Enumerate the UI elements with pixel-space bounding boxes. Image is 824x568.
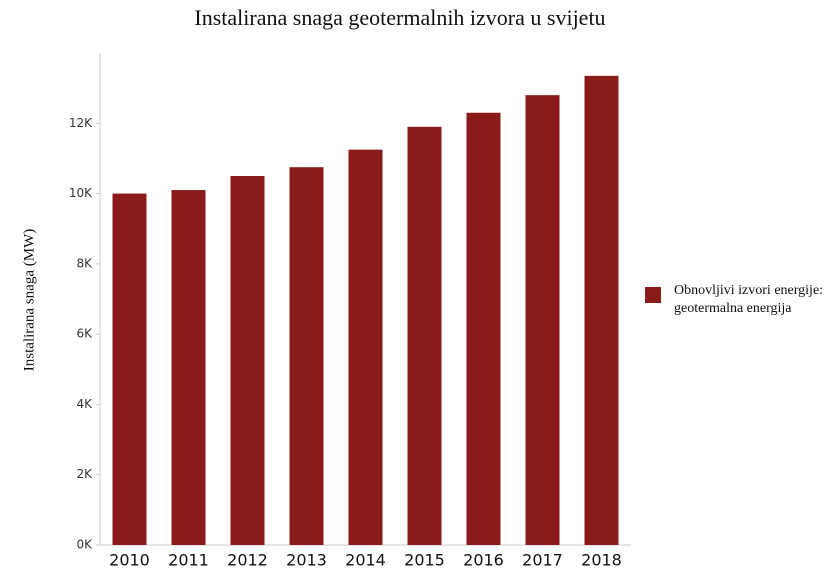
- legend-swatch: [645, 287, 661, 303]
- x-tick-label: 2010: [109, 551, 150, 568]
- x-tick-label: 2011: [168, 551, 209, 568]
- bar: [112, 193, 147, 546]
- y-tick-label: 0K: [76, 538, 93, 552]
- x-tick-label: 2017: [522, 551, 563, 568]
- x-tick-label: 2012: [227, 551, 268, 568]
- bar: [407, 126, 442, 546]
- bar: [466, 112, 501, 545]
- chart-title: Instalirana snaga geotermalnih izvora u …: [194, 5, 605, 30]
- x-tick-label: 2013: [286, 551, 327, 568]
- x-tick-label: 2014: [345, 551, 386, 568]
- y-tick-label: 12K: [69, 116, 93, 130]
- bar: [348, 149, 383, 545]
- bar: [525, 95, 560, 546]
- y-axis-label: Instalirana snaga (MW): [21, 229, 37, 371]
- bar: [171, 190, 206, 546]
- x-tick-label: 2016: [463, 551, 504, 568]
- bar: [289, 167, 324, 545]
- y-tick-label: 2K: [76, 467, 93, 481]
- bar: [230, 176, 265, 545]
- y-tick-label: 4K: [76, 397, 93, 411]
- legend-label: Obnovljivi izvori energije: geotermalna …: [674, 283, 824, 316]
- x-tick-label: 2015: [404, 551, 445, 568]
- bar: [584, 75, 619, 545]
- y-tick-label: 6K: [76, 327, 93, 341]
- x-tick-label: 2018: [581, 551, 622, 568]
- y-tick-label: 10K: [69, 186, 93, 200]
- y-tick-label: 8K: [76, 256, 93, 270]
- legend-item: Obnovljivi izvori energije: geotermalna …: [674, 283, 824, 316]
